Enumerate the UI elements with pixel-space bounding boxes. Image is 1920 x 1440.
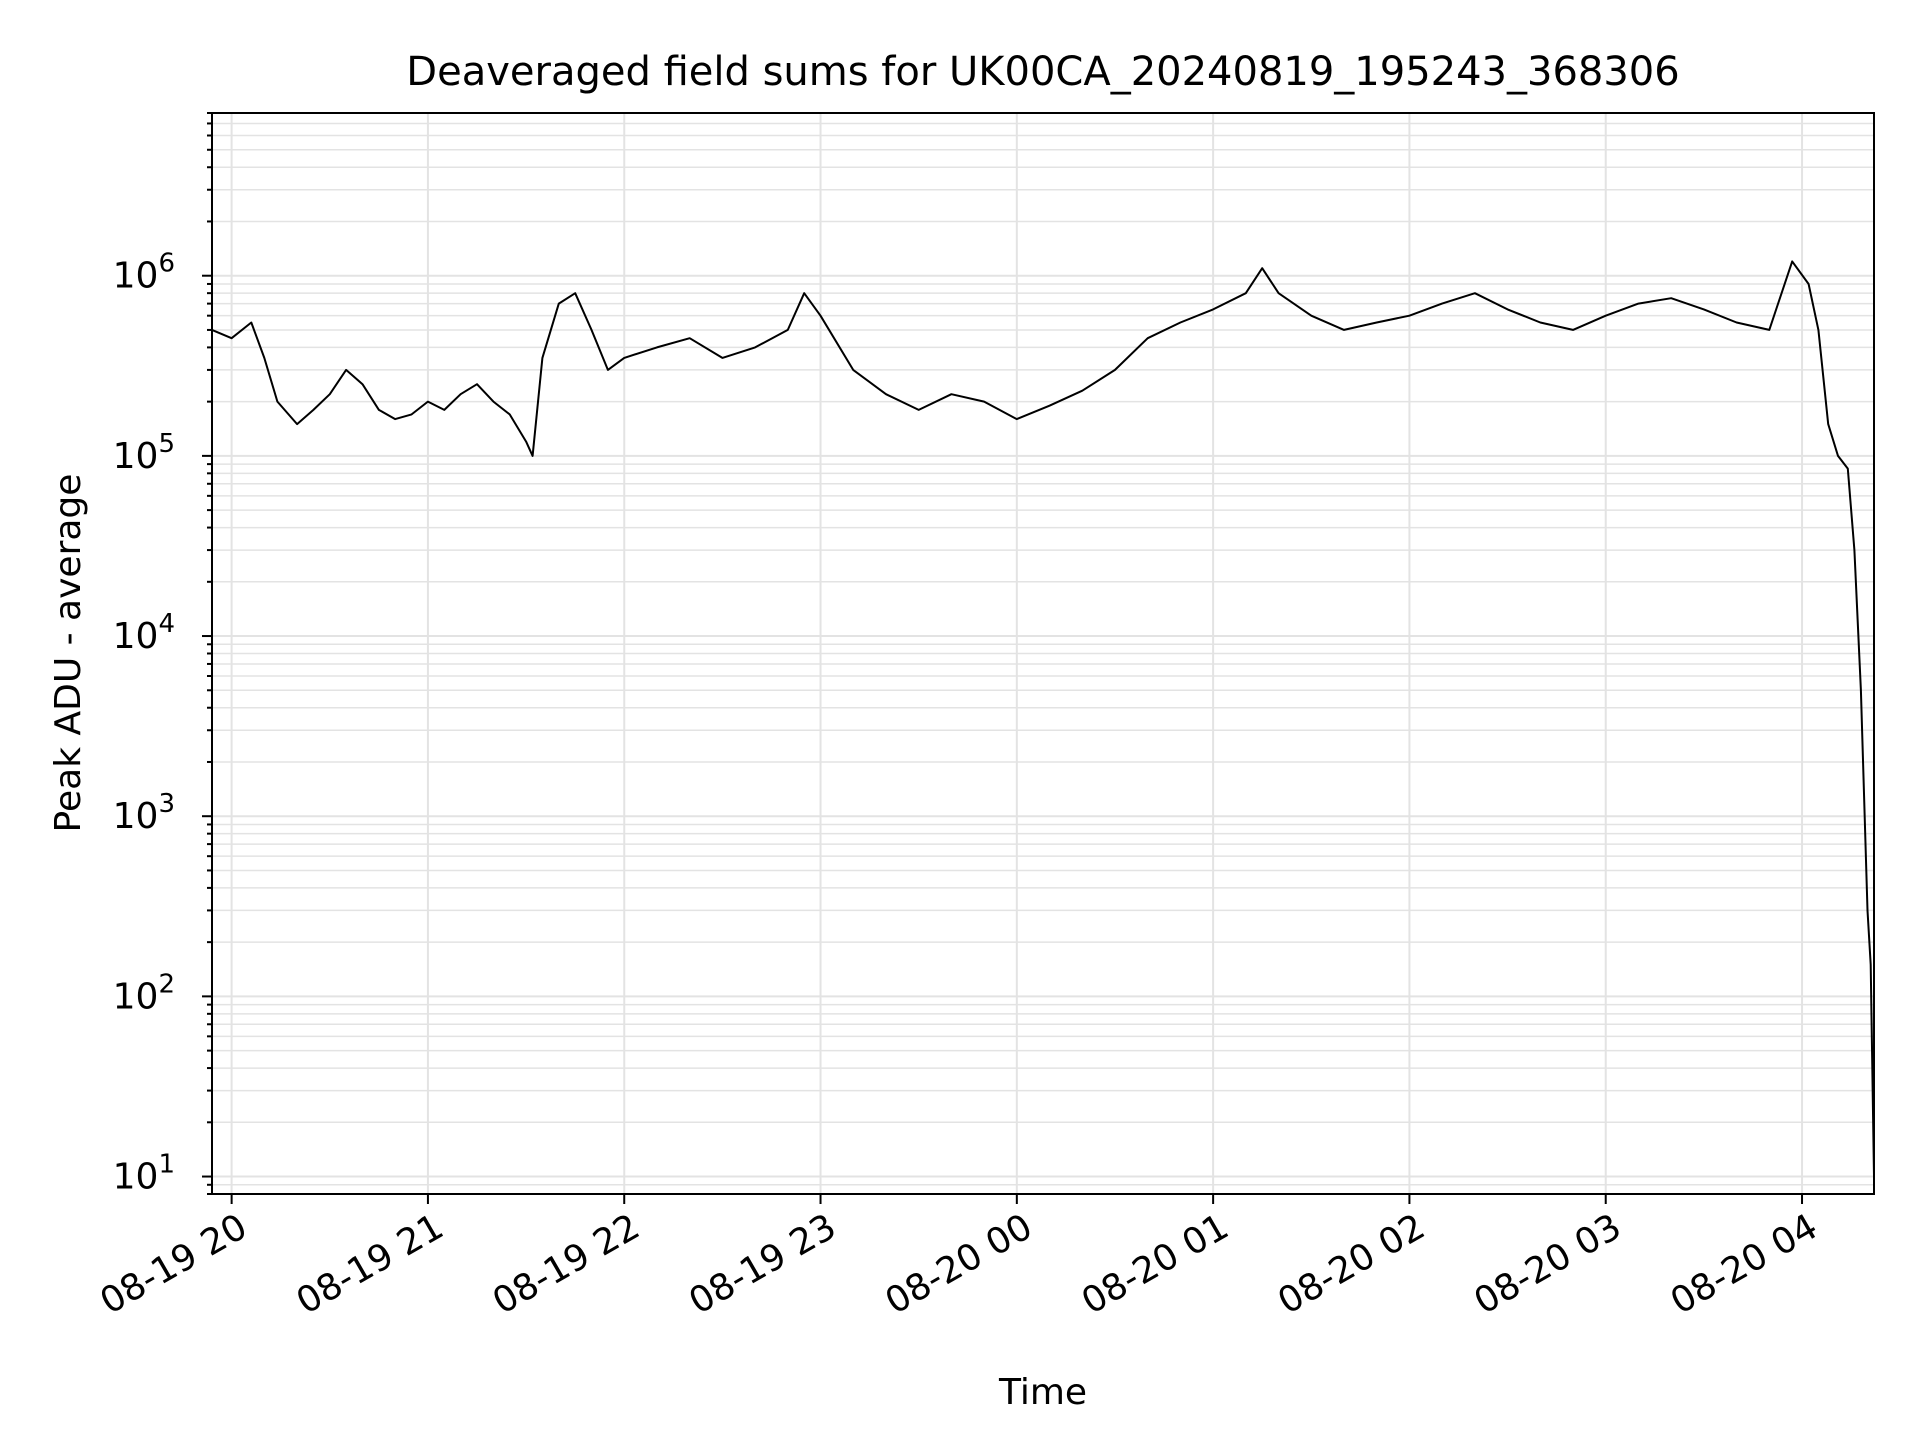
x-tick-label: 08-19 21: [290, 1206, 451, 1322]
y-tick-label: 105: [113, 429, 175, 477]
tick-layer: 101 102 103 104 105 106 08-19 20 08-19 21 08-19 …: [93, 112, 1825, 1323]
y-tick-label: 103: [113, 789, 175, 837]
x-tick-label: 08-19 22: [486, 1206, 647, 1322]
plot-frame: [211, 112, 1875, 1195]
x-axis-label: Time: [998, 1372, 1087, 1413]
x-tick-label: 08-20 04: [1664, 1206, 1825, 1322]
series-line: [211, 260, 1875, 1177]
x-tick-label: 08-19 23: [682, 1206, 843, 1322]
chart-title: Deaveraged field sums for UK00CA_2024081…: [406, 49, 1679, 95]
x-tick-label: 08-19 20: [93, 1206, 254, 1322]
y-axis-label: Peak ADU - average: [48, 474, 89, 833]
x-tick-label: 08-20 01: [1075, 1206, 1236, 1322]
x-tick-label: 08-20 02: [1271, 1206, 1432, 1322]
y-tick-label: 101: [113, 1150, 175, 1198]
x-tick-label: 08-20 00: [879, 1206, 1040, 1322]
plot-layer: [211, 260, 1875, 1177]
x-tick-label: 08-20 03: [1468, 1206, 1629, 1322]
y-tick-label: 102: [113, 969, 175, 1017]
grid-layer: [212, 112, 1874, 1195]
y-tick-label: 104: [113, 609, 175, 657]
y-tick-label: 106: [113, 249, 175, 297]
